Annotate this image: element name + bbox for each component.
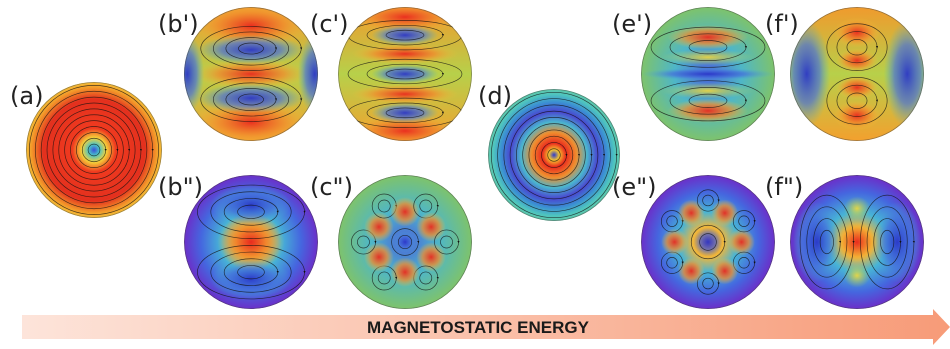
panel-label-f1: (f') [765,10,799,38]
disk-a [26,82,162,218]
disk-e2 [641,175,775,309]
disk-c2 [338,175,472,309]
panel-label-d: (d) [478,82,512,110]
panel-f1: (f') [765,7,924,141]
panel-b1: (b') [158,7,318,141]
disk-c1 [338,7,472,141]
panel-e1: (e') [612,7,775,141]
panel-label-a: (a) [10,82,43,110]
disk-f2 [790,175,924,309]
panel-label-c2: (c") [310,173,353,201]
panel-label-c1: (c') [310,10,349,38]
disk-f1 [790,7,924,141]
panel-f2: (f") [765,173,924,309]
panel-label-e1: (e') [612,10,652,38]
energy-arrow: MAGNETOSTATIC ENERGY [22,309,950,345]
panel-label-f2: (f") [765,173,803,201]
disk-b2 [184,175,318,309]
panel-label-b1: (b') [158,10,199,38]
panel-c1: (c') [310,7,472,141]
panel-a: (a) [10,82,162,218]
panel-label-b2: (b") [158,173,203,201]
panel-d: (d) [478,82,620,221]
panel-c2: (c") [310,173,472,309]
panel-e2: (e") [612,173,775,309]
panel-label-e2: (e") [612,173,657,201]
disk-e1 [641,7,775,141]
energy-arrow-shape [22,309,950,345]
panel-b2: (b") [158,173,318,309]
disk-d [488,89,620,221]
energy-arrow-label: MAGNETOSTATIC ENERGY [367,318,590,337]
